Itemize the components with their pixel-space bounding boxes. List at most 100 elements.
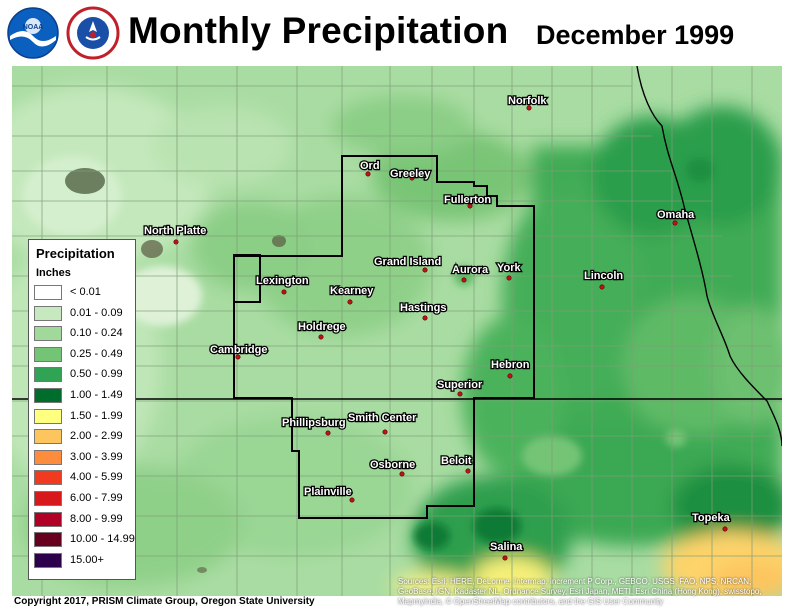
city-marker [235,354,241,360]
legend-swatch [34,408,62,424]
city-label: Superior [437,379,483,391]
legend-item: 1.00 - 1.49 [34,388,134,405]
header: NOAA Monthly Precipitation December 1999 [0,0,792,66]
city-layer: Norfolk Ord Greeley Fullerton Omaha North Pla… [143,94,732,561]
city-label: Hebron [491,359,530,371]
city-marker [409,175,415,181]
legend-label: 6.00 - 7.99 [70,492,123,504]
county-lines [12,66,782,596]
legend-title: Precipitation [36,246,115,261]
city-marker [173,239,179,245]
city-label: Osborne [370,459,415,471]
city-marker [281,289,287,295]
page-title: Monthly Precipitation [128,10,509,51]
legend-item: 0.01 - 0.09 [34,305,134,323]
legend-swatch [34,367,62,383]
legend-unit: Inches [36,267,71,279]
city-label: York [497,262,522,274]
city-marker [422,267,428,273]
city-marker [599,284,605,290]
city-label: Fullerton [444,194,491,206]
legend-swatch [34,470,62,486]
sutherland-reservoir [141,240,163,258]
legend-label: 3.00 - 3.99 [70,450,123,463]
city-marker [672,220,678,226]
city-marker [318,334,324,340]
legend-swatch [34,491,62,506]
legend-label: 0.10 - 0.24 [70,327,123,340]
city-label: Smith Center [348,412,417,424]
legend-item: 0.25 - 0.49 [34,346,134,364]
legend-item: 10.00 - 14.99 [34,532,135,549]
legend-swatch [34,285,62,300]
legend-item: 8.00 - 9.99 [34,511,134,529]
period-label: December 1999 [536,20,735,50]
city-marker [722,526,728,532]
legend-item: 4.00 - 5.99 [34,470,134,487]
legend-swatch [34,552,62,568]
legend-label: 0.25 - 0.49 [70,347,123,360]
city-label: Lexington [256,275,309,287]
johnson-lake [272,235,286,247]
legend-label: 0.01 - 0.09 [70,306,123,319]
city-label: Grand Island [374,256,441,268]
legend-swatch [34,305,62,321]
legend-label: 2.00 - 2.99 [70,430,123,443]
legend-swatch [34,346,62,362]
legend-swatch [34,511,62,527]
legend-item: 6.00 - 7.99 [34,491,134,508]
city-label: Plainville [304,486,352,498]
legend-label: < 0.01 [70,286,101,298]
city-marker [465,468,471,474]
city-marker [347,299,353,305]
city-label: Cambridge [210,344,267,356]
reservoir [197,567,207,573]
city-marker [382,429,388,435]
city-label: Ord [360,160,380,172]
legend-item: < 0.01 [34,285,134,302]
city-marker [506,275,512,281]
legend-label: 8.00 - 9.99 [70,512,123,525]
city-marker [399,471,405,477]
legend-label: 1.00 - 1.49 [70,389,123,401]
legend-item: 2.00 - 2.99 [34,429,134,446]
city-marker [502,555,508,561]
legend: Precipitation Inches < 0.01 0.01 - 0.09 0.… [28,239,136,580]
city-label: Omaha [657,209,695,221]
city-label: Phillipsburg [282,417,346,429]
legend-label: 1.50 - 1.99 [70,409,123,422]
noaa-logo: NOAA [7,7,59,59]
cwa-boundary [233,155,535,519]
legend-swatch [34,532,62,548]
map-canvas: Norfolk Ord Greeley Fullerton Omaha North Pla… [12,66,782,596]
legend-swatch [34,429,62,445]
legend-label: 0.50 - 0.99 [70,368,123,381]
legend-item: 1.50 - 1.99 [34,408,134,426]
svg-text:NOAA: NOAA [23,24,44,31]
legend-swatch [34,326,62,342]
legend-item: 3.00 - 3.99 [34,449,134,467]
missouri-river [636,66,782,447]
legend-label: 15.00+ [70,553,104,566]
legend-item: 15.00+ [34,552,134,570]
copyright: Copyright 2017, PRISM Climate Group, Ore… [14,596,315,607]
city-label: Kearney [330,285,374,297]
nws-logo [66,6,120,60]
city-label: Aurora [452,264,489,276]
legend-label: 4.00 - 5.99 [70,471,123,484]
city-label: Topeka [692,512,731,524]
precipitation-map[interactable]: Norfolk Ord Greeley Fullerton Omaha North Pla… [12,66,782,596]
legend-swatch [34,388,62,403]
legend-label: 10.00 - 14.99 [70,533,135,546]
lake-mcconaughy [65,168,105,194]
city-marker [325,430,331,436]
city-marker [526,105,532,111]
city-label: Hastings [400,302,446,314]
city-marker [467,203,473,209]
city-marker [422,315,428,321]
city-marker [457,391,463,397]
city-label: Beloit [441,455,472,467]
city-marker [461,277,467,283]
city-marker [349,497,355,503]
legend-item: 0.10 - 0.24 [34,326,134,343]
